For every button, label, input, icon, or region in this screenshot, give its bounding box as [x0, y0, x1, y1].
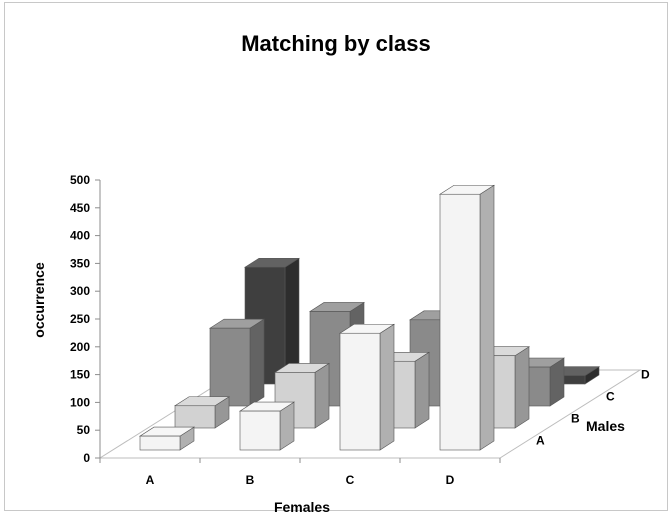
depth-axis-title: Males	[586, 418, 625, 434]
bar-front	[274, 372, 316, 429]
x-axis-title: Females	[274, 499, 330, 515]
bar	[173, 396, 231, 429]
depth-tick-label: B	[571, 411, 580, 425]
x-tick-label: D	[446, 473, 455, 487]
depth-tick-label: D	[641, 367, 650, 381]
bar-front	[239, 410, 281, 451]
chart-title: Matching by class	[241, 31, 431, 56]
bar-side	[249, 318, 265, 407]
bar-front	[339, 332, 381, 451]
bar-front	[139, 435, 181, 451]
y-tick-label: 400	[70, 229, 90, 243]
chart-bars	[138, 184, 601, 451]
bar-front	[174, 405, 216, 429]
y-tick-label: 350	[70, 256, 90, 270]
bar	[338, 323, 396, 451]
x-tick-label: C	[346, 473, 355, 487]
y-tick-label: 100	[70, 395, 90, 409]
y-tick-label: 500	[70, 173, 90, 187]
bar	[273, 362, 331, 429]
depth-tick-label: A	[536, 433, 545, 447]
bar-side	[379, 323, 395, 451]
y-tick-label: 200	[70, 340, 90, 354]
y-tick-label: 0	[83, 451, 90, 465]
bar-side	[514, 346, 530, 429]
y-tick-label: 250	[70, 312, 90, 326]
bar-side	[314, 362, 330, 429]
bar	[238, 401, 296, 451]
chart-axes: 0 50 100 150 200 250 300 350 400 450 500 A B C D D C B A	[70, 173, 650, 487]
bar-front	[209, 327, 251, 407]
bar-side	[414, 351, 430, 429]
bar	[208, 318, 266, 407]
x-tick-label: A	[146, 473, 155, 487]
y-tick-label: 300	[70, 284, 90, 298]
bar	[138, 426, 196, 451]
bar-front	[439, 193, 481, 451]
y-tick-label: 450	[70, 201, 90, 215]
y-tick-label: 50	[77, 423, 91, 437]
y-axis-title: occurrence	[31, 262, 47, 338]
bar	[438, 184, 496, 451]
bar-side	[479, 184, 495, 451]
depth-tick-label: C	[606, 389, 615, 403]
y-tick-label: 150	[70, 368, 90, 382]
x-tick-label: B	[246, 473, 255, 487]
